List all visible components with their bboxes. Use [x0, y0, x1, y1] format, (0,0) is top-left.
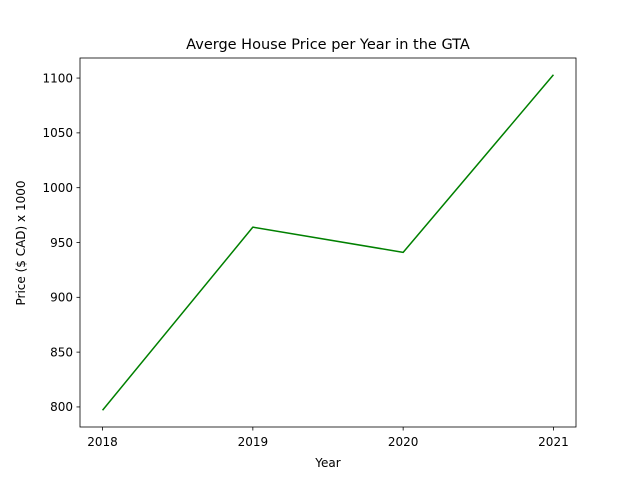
- x-tick-label: 2019: [238, 435, 269, 449]
- plot-area: 2018 2019 2020 2021 800 850 900 950 1000 1050 1100: [42, 57, 577, 449]
- y-tick-label: 850: [50, 345, 73, 359]
- x-tick-label: 2018: [87, 435, 118, 449]
- y-axis-label: Price ($ CAD) x 1000: [14, 181, 28, 306]
- y-tick-label: 950: [50, 236, 73, 250]
- y-tick-label: 1100: [42, 71, 73, 85]
- x-tick-label: 2020: [388, 435, 419, 449]
- y-tick-label: 1050: [42, 126, 73, 140]
- x-tick-label: 2021: [538, 435, 569, 449]
- y-tick-label: 1000: [42, 181, 73, 195]
- y-tick-label: 800: [50, 400, 73, 414]
- x-axis-label: Year: [314, 456, 340, 470]
- series-line-0: [101, 74, 555, 411]
- chart-title: Averge House Price per Year in the GTA: [186, 37, 470, 53]
- y-tick-label: 900: [50, 291, 73, 305]
